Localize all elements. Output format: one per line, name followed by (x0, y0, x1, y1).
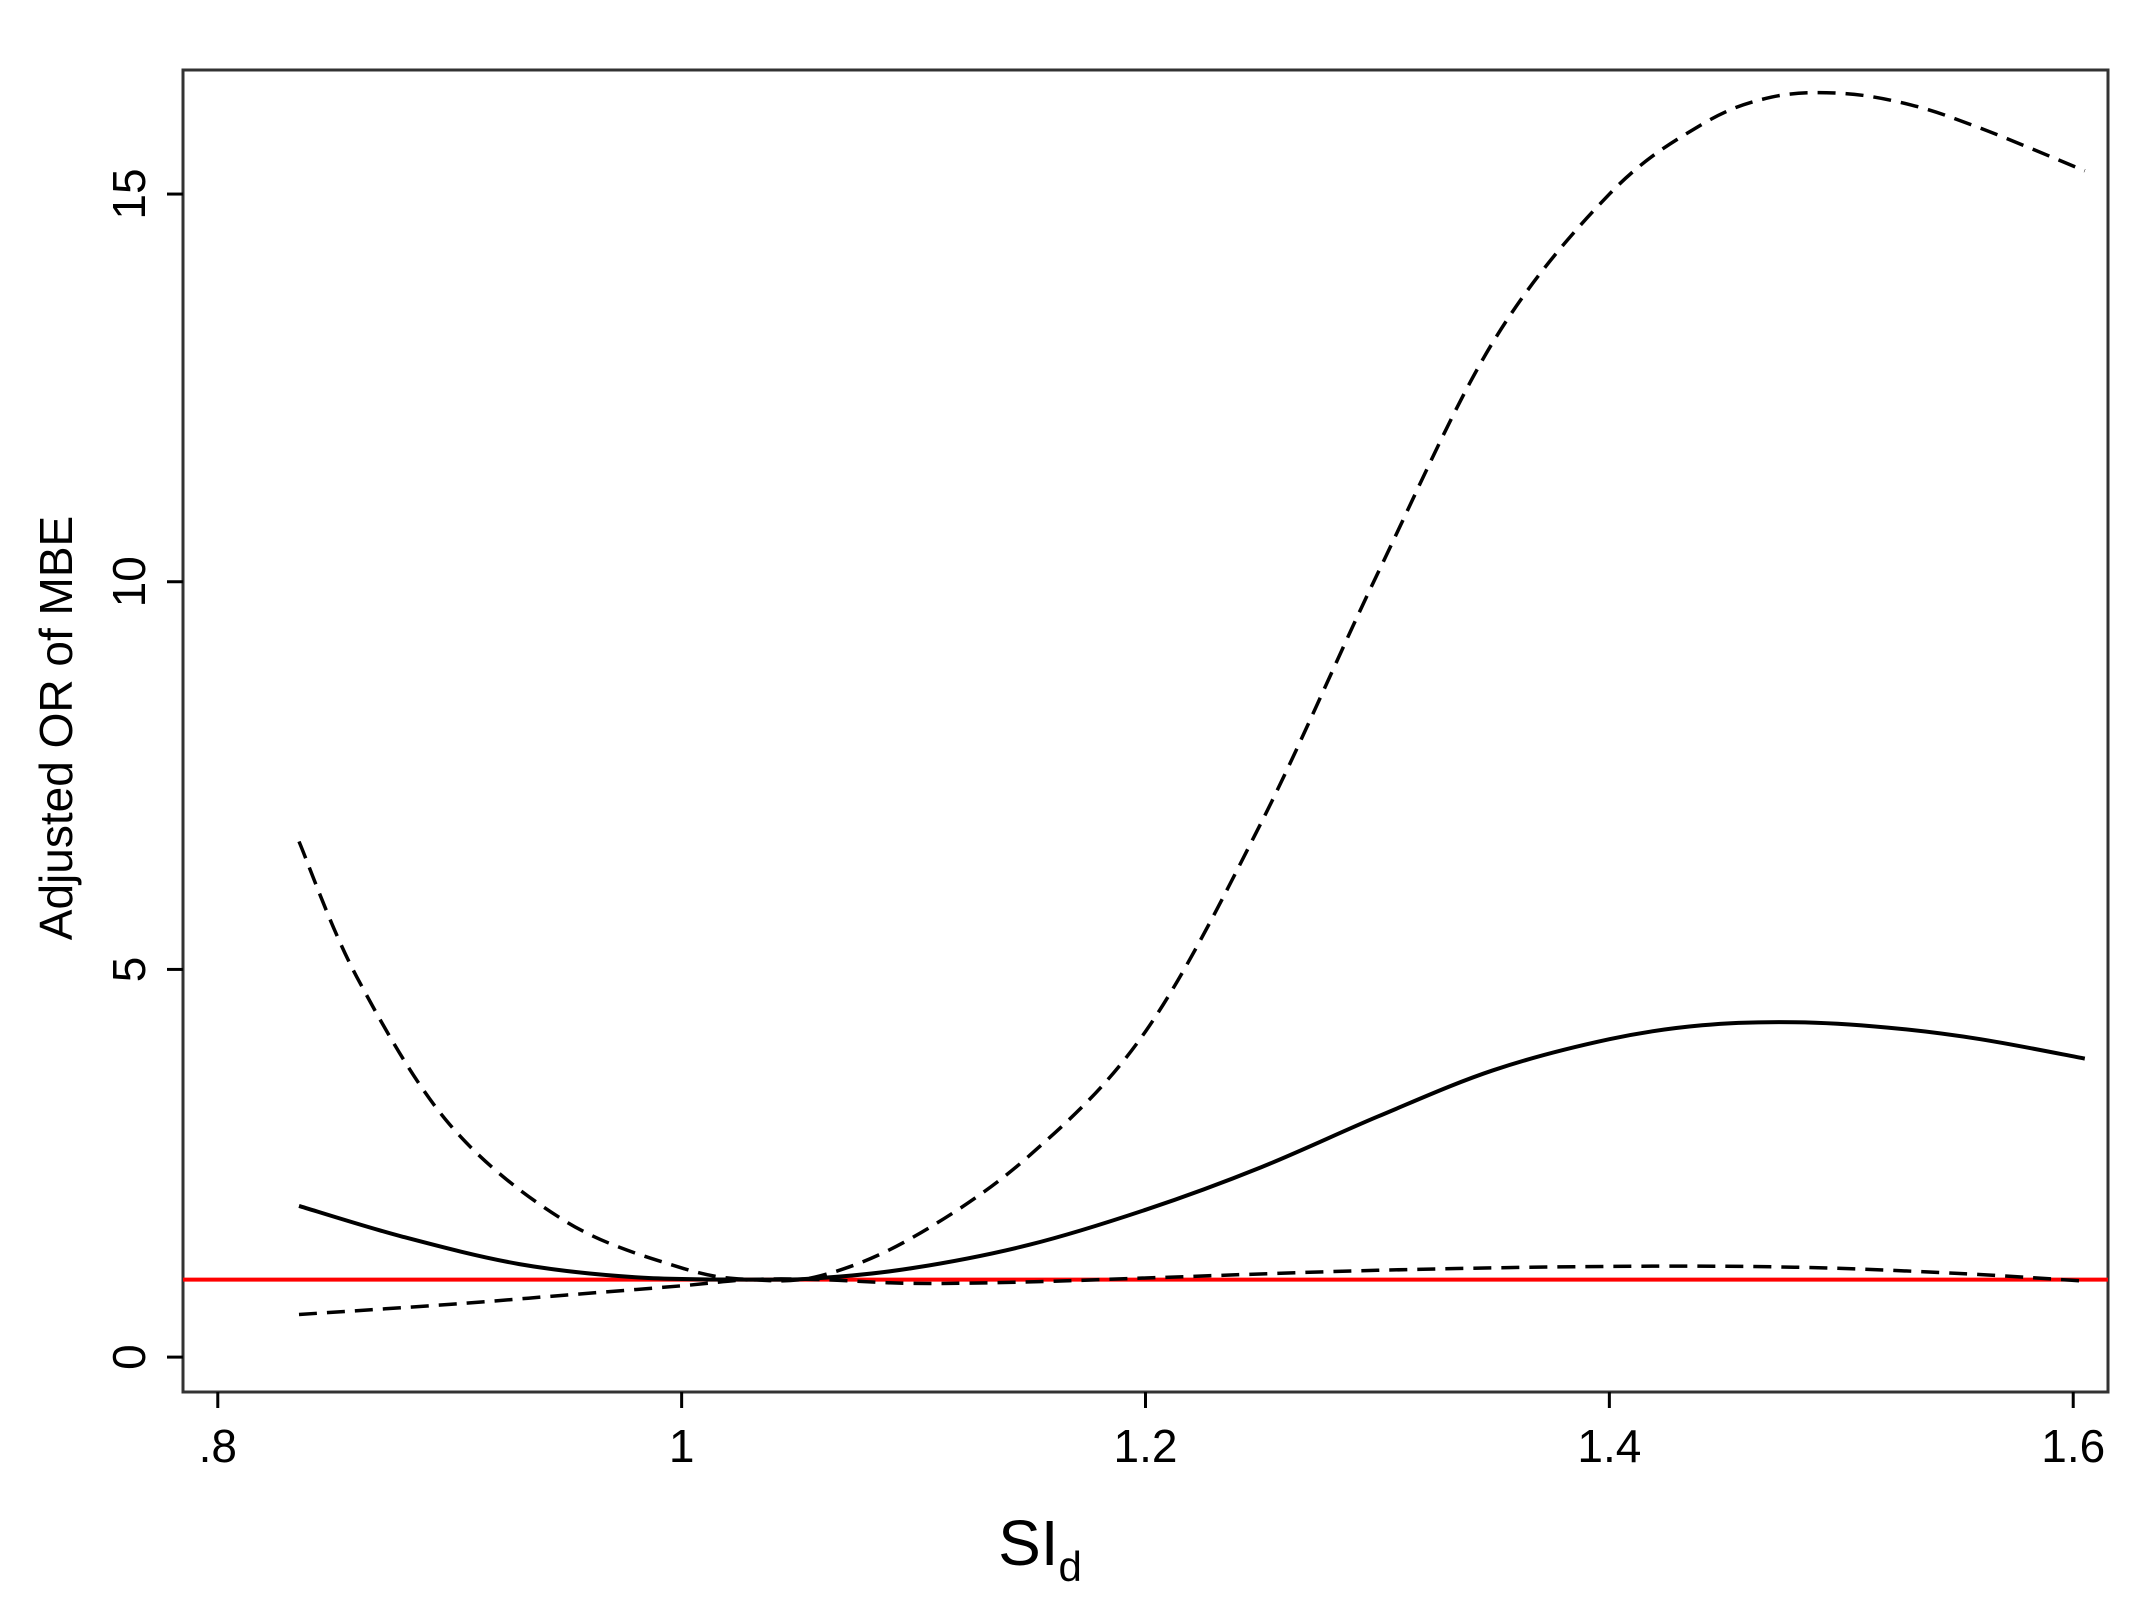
y-tick-label: 10 (103, 556, 155, 607)
series-upper-ci-line (297, 90, 2086, 1283)
y-tick-label: 0 (103, 1344, 155, 1370)
x-tick-label: 1.6 (2041, 1420, 2105, 1472)
x-axis-title: SId (998, 1507, 1082, 1590)
y-tick-label: 5 (103, 957, 155, 983)
y-axis-title: Adjusted OR of MBE (30, 516, 82, 940)
series-group (297, 90, 2086, 1317)
x-tick-label: .8 (199, 1420, 237, 1472)
y-tick-label: 15 (103, 168, 155, 219)
x-tick-label: 1.2 (1114, 1420, 1178, 1472)
series-estimate-line (298, 1020, 2086, 1282)
series-lower-ci-line (298, 1264, 2085, 1317)
plot-frame (181, 68, 2110, 1394)
x-axis-title-main: SI (998, 1507, 1058, 1579)
x-axis-ticks: .8 1 1.2 1.4 1.6 (199, 1392, 2105, 1472)
x-axis-title-subscript: d (1059, 1543, 1082, 1590)
plot-border (181, 68, 2110, 1394)
y-axis-ticks: 0 5 10 15 (103, 168, 183, 1370)
x-tick-label: 1.4 (1577, 1420, 1641, 1472)
x-tick-label: 1 (669, 1420, 695, 1472)
